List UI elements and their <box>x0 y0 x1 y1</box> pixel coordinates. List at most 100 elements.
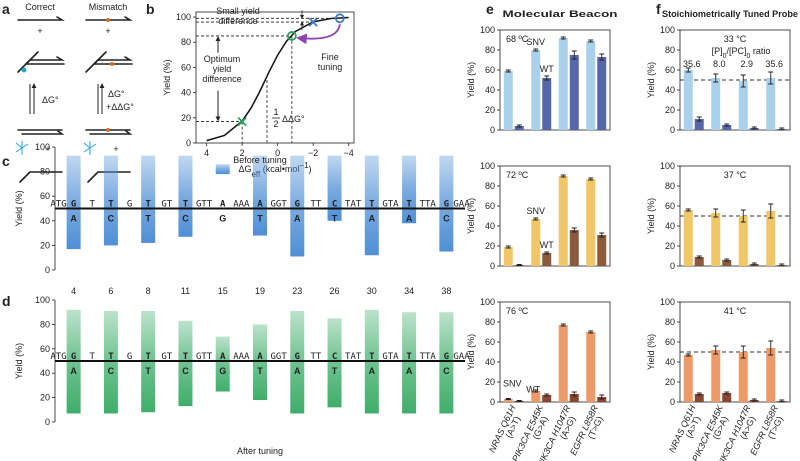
flank-sequence: GGT <box>271 352 288 362</box>
chart-title: Before tuning <box>233 155 287 165</box>
flank-sequence: GAA <box>453 352 470 362</box>
annotation: difference <box>202 74 241 84</box>
bar <box>586 41 596 130</box>
bar <box>694 257 704 266</box>
error-bar <box>724 391 730 395</box>
equilibrium <box>30 84 34 114</box>
marker-x <box>308 17 318 27</box>
range-bar <box>253 324 267 401</box>
flank-sequence: GTA <box>382 352 399 362</box>
label: Mismatch <box>89 2 128 12</box>
bar <box>597 57 607 130</box>
annotation: 1 <box>274 107 279 117</box>
mismatch-base: T <box>332 366 338 376</box>
y-tick-label: 100 <box>480 25 495 35</box>
plot-frame <box>195 11 355 144</box>
error-bar <box>779 399 785 403</box>
base: T <box>108 200 114 210</box>
mismatch-dot <box>106 128 110 132</box>
y-tick-label: 0 <box>490 397 495 407</box>
bar <box>722 260 732 266</box>
error-bar <box>768 71 774 85</box>
flank-sequence: TTA <box>420 352 437 362</box>
error-bar <box>751 262 757 266</box>
y-tick-label: 100 <box>480 161 495 171</box>
x-tick-label: 0 <box>275 148 280 158</box>
bar <box>558 38 568 130</box>
ratio-label: [P]0/[PC]0 ratio <box>712 46 771 60</box>
base: G <box>295 352 300 362</box>
bar <box>597 397 607 402</box>
flank-sequence: TTA <box>420 200 437 210</box>
bar <box>558 176 568 266</box>
bar <box>738 81 748 130</box>
bar <box>683 355 693 402</box>
y-tick-label: 100 <box>35 142 50 152</box>
base: T <box>369 352 375 362</box>
x-tick-label: 8 <box>146 286 151 296</box>
flank-sequence: TAT <box>345 352 362 362</box>
bar <box>531 391 541 402</box>
y-tick-label: 40 <box>485 221 495 231</box>
y-tick-label: 80 <box>665 317 675 327</box>
y-tick-label: 20 <box>665 241 675 251</box>
chart-title: 72 ºC <box>506 170 529 180</box>
y-tick-label: 40 <box>40 368 50 378</box>
plus: + <box>105 26 110 36</box>
y-tick-label: 40 <box>665 85 675 95</box>
y-tick-label: 0 <box>45 417 50 427</box>
bar <box>503 247 513 266</box>
range-bar <box>215 164 230 175</box>
mismatch-dot <box>106 18 110 22</box>
flank-sequence: AAA <box>233 200 250 210</box>
chart-title: 37 °C <box>724 170 747 180</box>
y-tick-label: 80 <box>665 45 675 55</box>
mismatch-base: C <box>182 366 189 376</box>
y-tick-label: 100 <box>660 161 675 171</box>
legend-label: WT <box>540 64 554 74</box>
y-tick-label: 60 <box>665 337 675 347</box>
equilibrium <box>98 84 102 114</box>
bar <box>683 210 693 266</box>
error-bar <box>713 345 719 355</box>
range-bar <box>364 155 379 256</box>
y-axis-label: Yield (%) <box>14 343 24 379</box>
flank-sequence: GTT <box>196 200 213 210</box>
y-tick-label: 0 <box>670 397 675 407</box>
error-bar <box>696 116 702 122</box>
x-tick-label: 2 <box>240 148 245 158</box>
y-tick-label: 100 <box>480 297 495 307</box>
bar <box>738 352 748 402</box>
bar <box>503 71 513 130</box>
error-bar <box>533 48 539 52</box>
legend-label: WT <box>526 385 540 395</box>
y-tick-label: 100 <box>176 12 191 22</box>
fine-tuning-arrow <box>296 24 341 45</box>
bar <box>683 70 693 130</box>
flank-sequence: GTA <box>382 200 399 210</box>
base: C <box>332 200 337 210</box>
base: G <box>71 352 76 362</box>
y-tick-label: 80 <box>485 317 495 327</box>
strand <box>85 16 133 21</box>
strand <box>25 51 65 65</box>
y-tick-label: 60 <box>665 201 675 211</box>
range-bar <box>439 312 454 414</box>
ratio-label-part: [P] <box>712 46 723 56</box>
error-bar <box>588 330 594 334</box>
mismatch-base: C <box>108 214 115 224</box>
y-tick-label: 40 <box>665 357 675 367</box>
mismatch-base: C <box>108 366 115 376</box>
mismatch-base: A <box>369 366 376 376</box>
error-bar <box>724 258 730 262</box>
range-bar <box>141 155 156 243</box>
flank-sequence: ATG <box>50 352 66 362</box>
y-tick-label: 60 <box>485 201 495 211</box>
range-bar <box>103 310 118 414</box>
x-tick-label: 26 <box>330 286 340 296</box>
y-tick-label: 40 <box>40 216 50 226</box>
y-tick-label: 20 <box>181 113 191 123</box>
bar <box>766 211 776 266</box>
x-tick-label: 30 <box>367 286 377 296</box>
error-bar <box>544 75 550 81</box>
